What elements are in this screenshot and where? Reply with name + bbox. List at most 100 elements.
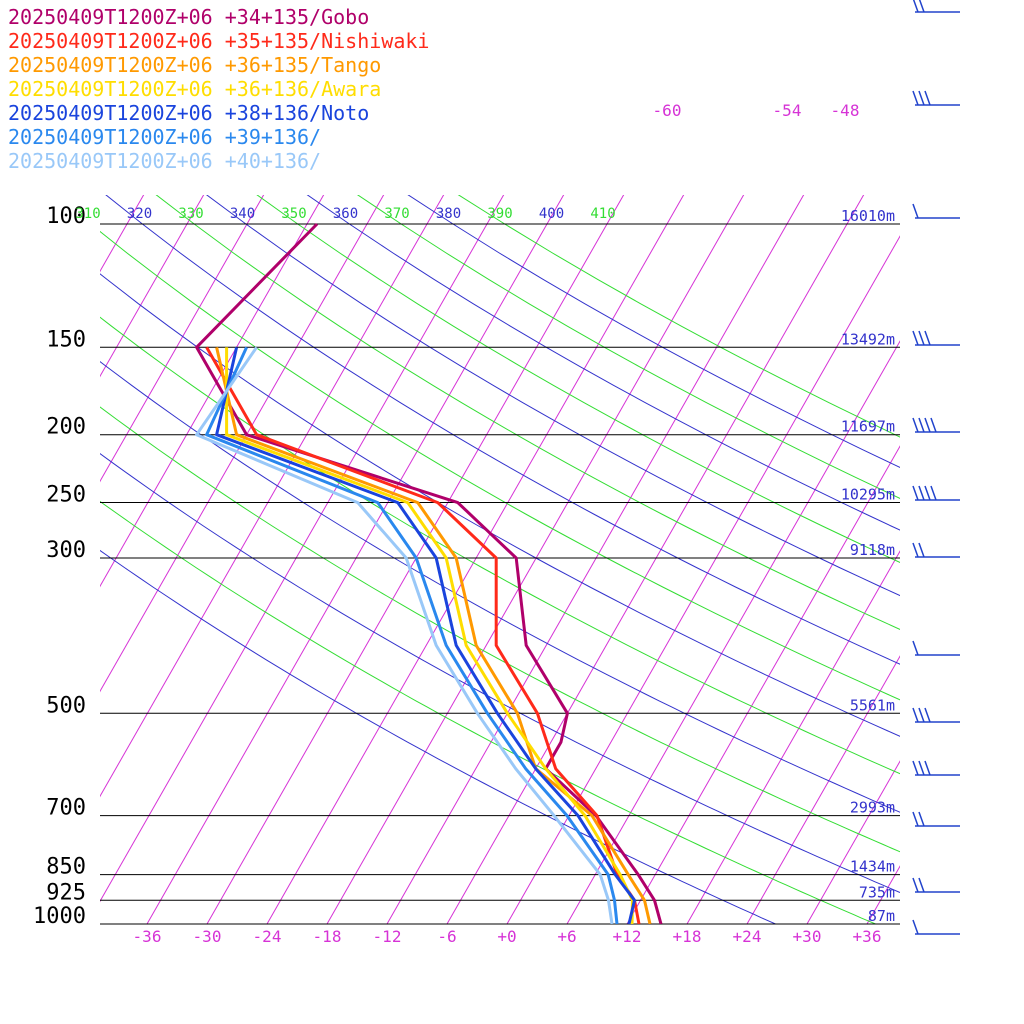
dry-adiabat-line [100, 500, 876, 924]
isotherm-line [987, 69, 1024, 924]
isotherm-line [100, 195, 385, 693]
height-label: 13492m [841, 330, 895, 348]
isotherm-line [446, 195, 865, 924]
wind-barbs [912, 0, 960, 935]
wind-barb-flag [924, 485, 931, 501]
isotherm-line [806, 760, 900, 924]
wind-barb-flag [918, 417, 925, 433]
height-label: 10295m [841, 486, 895, 504]
height-label: 1434m [850, 858, 895, 876]
isotherm-line [326, 195, 745, 924]
wind-barb-flag [912, 203, 919, 219]
dry-adiabat-line [100, 549, 776, 924]
wind-barb-flag [912, 330, 919, 346]
wind-barb-flag [918, 0, 925, 13]
pressure-label: 150 [46, 327, 86, 352]
wind-barb-flag [924, 707, 931, 723]
temperature-tick-label: +24 [733, 927, 762, 946]
wind-barb-flag [930, 485, 937, 501]
profile-line [215, 346, 636, 924]
height-label: 5561m [850, 696, 895, 714]
isotherm-line [746, 655, 900, 924]
wind-barb-flag [912, 760, 919, 776]
legend-entry: 20250409T1200Z+06 +36+136/Awara [8, 77, 381, 101]
wind-barb-flag [924, 90, 931, 106]
isotherm-line [0, 69, 36, 924]
theta-label: 360 [333, 206, 358, 222]
legend-entry: 20250409T1200Z+06 +39+136/ [8, 125, 321, 149]
temperature-tick-label: -18 [313, 927, 342, 946]
pressure-label: 850 [46, 855, 86, 880]
dry-adiabat-line [356, 195, 900, 499]
temperature-tick-label: +6 [557, 927, 576, 946]
wind-barb-flag [912, 417, 919, 433]
pressure-label: 250 [46, 483, 86, 508]
temperature-tick-label: -36 [133, 927, 162, 946]
upper-isotherm-label: -54 [773, 101, 802, 120]
temperature-tick-label: +12 [613, 927, 642, 946]
legend: 20250409T1200Z+06 +34+135/Gobo20250409T1… [8, 5, 429, 173]
profile-line [205, 346, 619, 924]
theta-label: 410 [590, 206, 615, 222]
wind-barb-flag [918, 542, 925, 558]
height-label: 87m [868, 907, 895, 925]
height-label: 9118m [850, 541, 895, 559]
wind-barb-flag [912, 90, 919, 106]
dry-adiabat-line [155, 195, 900, 630]
pressure-label: 300 [46, 538, 86, 563]
temperature-tick-label: +18 [673, 927, 702, 946]
theta-label: 400 [539, 206, 564, 222]
wind-barb-flag [930, 417, 937, 433]
theta-label: 340 [230, 206, 255, 222]
pressure-label: 200 [46, 415, 86, 440]
height-label: 11697m [841, 418, 895, 436]
legend-entry: 20250409T1200Z+06 +36+135/Tango [8, 53, 381, 77]
dry-adiabat-line [206, 195, 900, 597]
theta-label: 310 [75, 206, 100, 222]
profile-line [225, 347, 634, 924]
upper-isotherm-label: -60 [653, 101, 682, 120]
wind-barb-flag [918, 811, 925, 827]
height-label: 2993m [850, 799, 895, 817]
wind-barb-flag [912, 707, 919, 723]
dry-adiabat-line [256, 195, 900, 564]
wind-barb-flag [918, 330, 925, 346]
isotherm-line [100, 195, 265, 483]
wind-barb-flag [912, 811, 919, 827]
dry-adiabat-line [100, 452, 900, 894]
wind-barb-flag [912, 919, 919, 935]
pressure-label: 500 [46, 693, 86, 718]
legend-entry: 20250409T1200Z+06 +35+135/Nishiwaki [8, 29, 429, 53]
isotherm-line [100, 195, 145, 273]
dry-adiabat-line [100, 273, 900, 737]
isotherm-line [386, 195, 805, 924]
isobar-lines [100, 223, 900, 925]
temperature-tick-label: +36 [853, 927, 882, 946]
wind-barb-flag [912, 640, 919, 656]
pressure-label: 925 [46, 880, 86, 905]
dry-adiabat-line [306, 195, 900, 531]
pressure-label: 1000 [33, 904, 86, 929]
theta-label: 330 [178, 206, 203, 222]
isotherm-line [506, 235, 900, 924]
height-label: 16010m [841, 207, 895, 225]
wind-barb-flag [918, 877, 925, 893]
isotherm-line [100, 195, 325, 588]
isotherm-lines [0, 69, 1024, 924]
isotherm-line [927, 69, 1024, 924]
profile-line [195, 222, 663, 924]
profile-line [195, 346, 614, 924]
wind-barb-flag [918, 760, 925, 776]
theta-labels: 310 320 330 340 350 360 370 380 390 400 410 [75, 206, 615, 222]
profile-line [205, 346, 641, 924]
dry-adiabat-line [105, 195, 900, 665]
theta-label: 390 [487, 206, 512, 222]
isotherm-line [100, 195, 205, 378]
wind-barb-flag [912, 542, 919, 558]
theta-label: 350 [281, 206, 306, 222]
dry-adiabat-line [100, 360, 900, 813]
temperature-profiles [195, 222, 663, 924]
isotherm-line [566, 340, 900, 924]
